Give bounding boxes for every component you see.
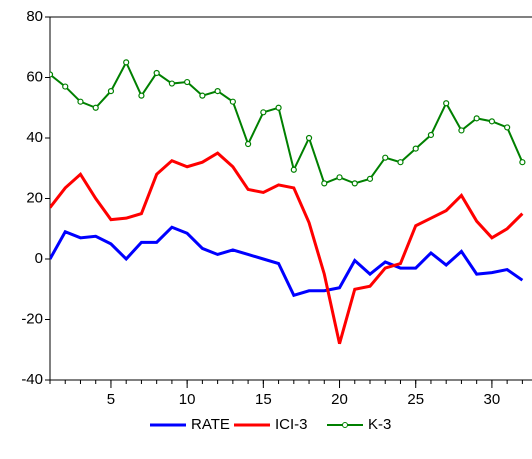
point-marker	[244, 140, 252, 148]
point-marker	[92, 104, 99, 111]
x-tick-label: 25	[407, 391, 424, 408]
point-marker	[366, 175, 374, 182]
point-marker	[382, 154, 389, 161]
y-tick-label: 40	[26, 129, 43, 146]
legend-label: K-3	[368, 416, 391, 433]
point-marker	[153, 69, 160, 77]
series-line	[50, 151, 524, 345]
legend-marker	[342, 422, 348, 428]
legend-label: ICI-3	[275, 416, 308, 433]
point-marker	[184, 78, 191, 86]
point-marker	[138, 92, 145, 99]
point-marker	[473, 115, 480, 122]
y-tick-label: -40	[21, 371, 43, 388]
point-marker	[290, 166, 297, 173]
point-marker	[199, 92, 206, 99]
point-marker	[336, 174, 343, 181]
point-marker	[412, 145, 419, 152]
x-tick-label: 15	[255, 391, 272, 408]
point-marker	[397, 159, 404, 166]
x-tick-label: 10	[179, 391, 196, 408]
point-marker	[214, 88, 221, 95]
point-marker	[260, 109, 267, 116]
point-marker	[107, 88, 115, 95]
point-marker	[50, 71, 54, 78]
plot-frame: 80 60 40 20 0 -20 -40 5 10 15 20 25 30	[21, 8, 532, 408]
point-marker	[443, 100, 450, 107]
point-marker	[504, 124, 511, 131]
point-marker	[77, 98, 84, 105]
y-tick-label: 80	[26, 8, 43, 25]
x-tick-label: 5	[107, 391, 115, 408]
plot-area	[50, 59, 526, 345]
legend-label: RATE	[191, 416, 230, 433]
point-marker	[427, 131, 435, 139]
point-marker	[62, 83, 69, 90]
point-marker	[229, 98, 236, 105]
y-tick-label: 60	[26, 68, 43, 85]
y-tick-label: 0	[35, 250, 43, 267]
series-line	[50, 60, 524, 185]
y-tick-label: 20	[26, 189, 43, 206]
point-marker	[488, 118, 496, 125]
point-marker	[458, 127, 465, 134]
point-marker	[351, 180, 358, 187]
point-marker	[305, 134, 313, 142]
point-marker	[168, 80, 176, 87]
point-marker	[275, 104, 282, 111]
point-marker	[321, 180, 328, 187]
series-line	[50, 225, 524, 298]
y-tick-label: -20	[21, 310, 43, 327]
point-marker	[519, 159, 526, 166]
x-tick-label: 20	[331, 391, 348, 408]
x-tick-label: 30	[484, 391, 501, 408]
point-marker	[123, 59, 130, 66]
legend: RATE ICI-3 K-3	[150, 416, 391, 433]
